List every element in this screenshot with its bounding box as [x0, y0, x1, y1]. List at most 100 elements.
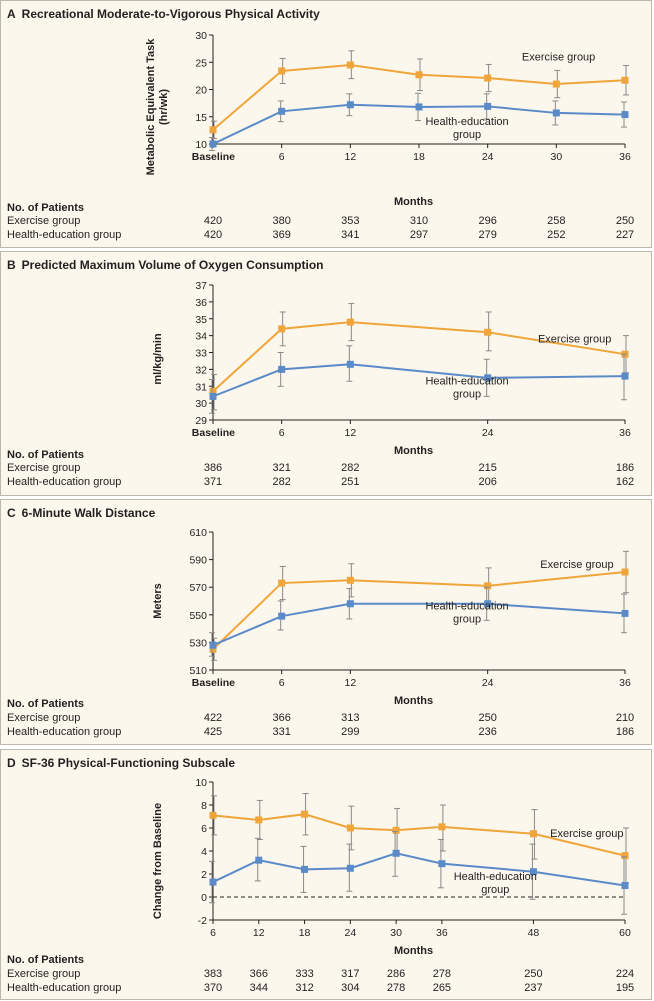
exercise-patient-count: 186 — [615, 462, 635, 474]
x-tick-label: 36 — [436, 927, 448, 939]
health-data-point — [209, 392, 217, 400]
x-tick-label: 24 — [482, 427, 494, 439]
exercise-data-point — [278, 325, 286, 333]
health-data-point — [484, 600, 492, 608]
x-tick-label: 48 — [528, 927, 540, 939]
exercise-patient-count: 386 — [203, 462, 223, 474]
x-tick-label: 18 — [413, 151, 425, 163]
health-data-point — [278, 612, 286, 620]
x-tick-label: 24 — [344, 927, 356, 939]
exercise-row-label: Exercise group — [7, 968, 81, 980]
patients-table-header: No. of Patients — [7, 698, 85, 710]
exercise-data-point — [552, 80, 560, 88]
chart-title: Predicted Maximum Volume of Oxygen Consu… — [21, 258, 324, 272]
health-patient-count: 237 — [524, 982, 543, 994]
health-patient-count: 344 — [249, 982, 268, 994]
health-patient-count: 278 — [386, 982, 406, 994]
health-data-point — [392, 849, 400, 857]
health-data-point — [552, 109, 560, 117]
exercise-data-point — [278, 579, 286, 587]
exercise-data-point — [209, 126, 217, 134]
exercise-patient-count: 321 — [272, 462, 291, 474]
x-tick-label: Baseline — [192, 427, 235, 439]
y-tick-label: 37 — [195, 280, 207, 292]
x-tick-label: 6 — [279, 151, 285, 163]
exercise-data-point — [346, 318, 354, 326]
chart-plot: 29 30 31 32 33 34 35 36 37 Baseline 6 12 24 36 Exercis… — [192, 280, 631, 439]
exercise-patient-count: 422 — [203, 712, 223, 724]
panel-letter: A — [7, 7, 16, 21]
health-patient-count: 251 — [341, 476, 360, 488]
y-tick-label: 33 — [195, 348, 207, 360]
x-tick-label: 6 — [279, 427, 285, 439]
exercise-patient-count: 353 — [341, 215, 360, 227]
x-tick-label: 36 — [619, 677, 631, 689]
y-tick-label: 35 — [195, 314, 207, 326]
exercise-patient-count: 313 — [341, 712, 360, 724]
y-tick-label: 510 — [189, 665, 207, 677]
health-data-point — [278, 365, 286, 373]
health-patient-count: 299 — [341, 726, 360, 738]
exercise-data-point — [346, 824, 354, 832]
exercise-patient-count: 250 — [524, 968, 543, 980]
exercise-patient-count: 224 — [615, 968, 635, 980]
panel-letter: C — [7, 506, 16, 520]
health-data-point — [346, 864, 354, 872]
health-data-point — [415, 103, 423, 111]
y-tick-label: 25 — [195, 57, 207, 69]
exercise-data-point — [209, 645, 217, 653]
health-patient-count: 252 — [547, 229, 566, 241]
exercise-data-point — [346, 576, 354, 584]
exercise-patient-count: 250 — [615, 215, 635, 227]
exercise-data-point — [621, 76, 629, 84]
health-data-point — [438, 860, 446, 868]
health-patient-count: 282 — [272, 476, 291, 488]
patients-table-header: No. of Patients — [7, 202, 85, 214]
x-tick-label: 30 — [550, 151, 562, 163]
health-data-point — [209, 140, 217, 148]
exercise-patient-count: 333 — [295, 968, 314, 980]
panel-letter: D — [7, 756, 16, 770]
health-patient-count: 369 — [272, 229, 291, 241]
health-patient-count: 370 — [203, 982, 223, 994]
x-tick-label: 24 — [482, 677, 494, 689]
health-data-point — [346, 360, 354, 368]
health-data-point — [346, 101, 354, 109]
series-annotation: Health-education group — [454, 871, 537, 896]
exercise-data-point — [255, 816, 263, 824]
y-tick-label: 30 — [195, 398, 207, 410]
exercise-row-label: Exercise group — [7, 215, 81, 227]
series-annotation: Exercise group — [522, 52, 595, 64]
x-tick-label: 12 — [253, 927, 265, 939]
exercise-patient-count: 215 — [478, 462, 497, 474]
health-data-point — [621, 111, 629, 119]
series-annotation: Health-education group — [425, 376, 508, 401]
x-tick-label: 12 — [344, 151, 356, 163]
exercise-data-point — [392, 826, 400, 834]
health-patient-count: 206 — [478, 476, 497, 488]
series-annotation: Exercise group — [538, 333, 611, 345]
exercise-patient-count: 383 — [203, 968, 223, 980]
exercise-patient-count: 250 — [478, 712, 497, 724]
health-patient-count: 279 — [478, 229, 497, 241]
exercise-data-point — [621, 568, 629, 576]
panel-title: B Predicted Maximum Volume of Oxygen Cons… — [7, 258, 324, 272]
health-patient-count: 420 — [203, 229, 223, 241]
patients-table-header: No. of Patients — [7, 449, 85, 461]
health-data-point — [301, 865, 309, 873]
health-data-point — [529, 868, 537, 876]
health-data-point — [484, 374, 492, 382]
health-patient-count: 162 — [615, 476, 635, 488]
y-tick-label: 610 — [189, 527, 207, 539]
exercise-data-point — [209, 811, 217, 819]
health-patient-count: 195 — [615, 982, 635, 994]
health-patient-count: 312 — [295, 982, 314, 994]
health-patient-count: 297 — [409, 229, 429, 241]
exercise-patient-count: 420 — [203, 215, 223, 227]
panel-title: D SF-36 Physical-Functioning Subscale — [7, 756, 235, 770]
series-annotation: Exercise group — [550, 828, 623, 840]
exercise-data-point — [209, 387, 217, 395]
chart-plot: 10 15 20 25 30 Baseline 6 12 18 24 30 36 Exercise gr… — [192, 30, 631, 163]
health-data-point — [621, 882, 629, 889]
x-tick-label: 6 — [210, 927, 216, 939]
